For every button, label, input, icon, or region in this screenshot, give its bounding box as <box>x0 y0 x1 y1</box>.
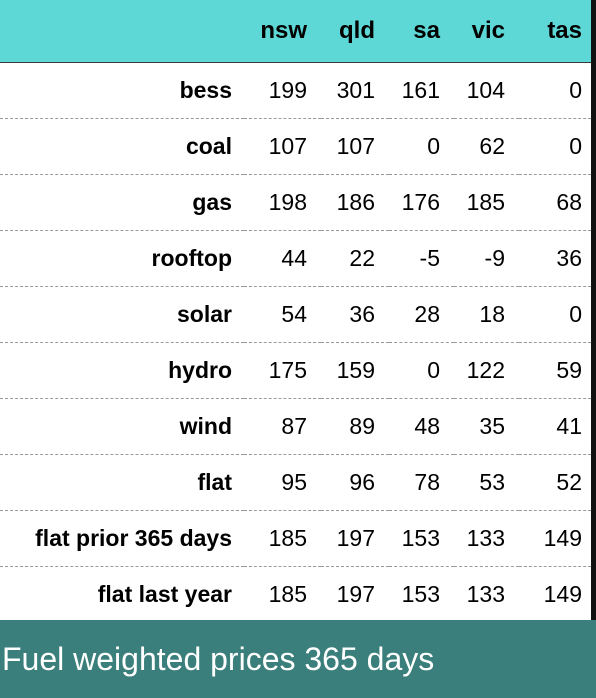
table-cell: 95 <box>244 454 321 511</box>
table-cell: 197 <box>321 510 389 567</box>
table-cell: 44 <box>244 230 321 287</box>
price-table-panel: nsw qld sa vic tas bess 199 301 161 104 … <box>0 0 596 620</box>
table-cell: 149 <box>519 510 596 567</box>
row-label: flat last year <box>97 580 232 607</box>
table-cell: 0 <box>519 118 596 175</box>
table-row: flat prior 365 days 185 197 153 133 149 <box>0 510 596 567</box>
table-row: solar 54 36 28 18 0 <box>0 286 596 343</box>
column-header: nsw <box>244 0 321 62</box>
table-cell: 41 <box>519 398 596 455</box>
column-header: sa <box>389 0 454 62</box>
table-cell: 28 <box>389 286 454 343</box>
table-cell: 197 <box>336 580 375 607</box>
table-cell: 68 <box>519 174 596 231</box>
table-row: hydro 175 159 0 122 59 <box>0 342 596 399</box>
table-cell: 176 <box>389 174 454 231</box>
table-cell: -5 <box>389 230 454 287</box>
table-cell: 87 <box>244 398 321 455</box>
table-cell: -9 <box>454 230 519 287</box>
caption-title: Fuel weighted prices 365 days <box>2 640 435 677</box>
table-cell: 36 <box>519 230 596 287</box>
table-cell: 0 <box>389 118 454 175</box>
table-cell: 59 <box>519 342 596 399</box>
table-cell: 104 <box>454 61 519 119</box>
row-label: coal <box>0 118 244 175</box>
row-label: flat <box>0 454 244 511</box>
caption-bar: Fuel weighted prices 365 days <box>0 620 596 698</box>
fuel-price-table: nsw qld sa vic tas bess 199 301 161 104 … <box>0 0 596 622</box>
table-cell: 153 <box>389 510 454 567</box>
row-label: rooftop <box>0 230 244 287</box>
table-cell: 107 <box>321 118 389 175</box>
table-cell: 301 <box>321 61 389 119</box>
table-cell: 36 <box>321 286 389 343</box>
table-row: coal 107 107 0 62 0 <box>0 118 596 175</box>
table-cell: 122 <box>454 342 519 399</box>
window-edge <box>591 0 596 620</box>
table-cell: 35 <box>454 398 519 455</box>
table-cell: 18 <box>454 286 519 343</box>
table-row: gas 198 186 176 185 68 <box>0 174 596 231</box>
table-cell: 149 <box>543 580 582 607</box>
table-cell: 96 <box>321 454 389 511</box>
table-cell: 198 <box>244 174 321 231</box>
table-cell: 22 <box>321 230 389 287</box>
table-row: bess 199 301 161 104 0 <box>0 61 596 119</box>
table-cell: 161 <box>389 61 454 119</box>
table-cell: 62 <box>454 118 519 175</box>
table-cell: 52 <box>519 454 596 511</box>
column-header: tas <box>519 0 596 62</box>
table-cell: 186 <box>321 174 389 231</box>
table-cell: 0 <box>519 61 596 119</box>
table-cell: 0 <box>389 342 454 399</box>
table-cell: 133 <box>454 510 519 567</box>
row-label: flat prior 365 days <box>0 510 244 567</box>
table-row: rooftop 44 22 -5 -9 36 <box>0 230 596 287</box>
row-label: hydro <box>0 342 244 399</box>
row-label: wind <box>0 398 244 455</box>
table-cell: 133 <box>466 580 505 607</box>
table-cell: 175 <box>244 342 321 399</box>
row-label: gas <box>0 174 244 231</box>
table-header-row: nsw qld sa vic tas <box>0 0 596 62</box>
table-row: flat 95 96 78 53 52 <box>0 454 596 511</box>
table-body: bess 199 301 161 104 0 coal 107 107 0 62… <box>0 61 596 622</box>
table-cell: 153 <box>401 580 440 607</box>
column-header: vic <box>454 0 519 62</box>
table-cell: 199 <box>244 61 321 119</box>
table-cell: 159 <box>321 342 389 399</box>
table-cell: 48 <box>389 398 454 455</box>
table-cell: 185 <box>244 510 321 567</box>
table-cell: 89 <box>321 398 389 455</box>
table-cell: 107 <box>244 118 321 175</box>
row-label: bess <box>0 61 244 119</box>
table-row: flat last year 185 197 153 133 149 <box>0 566 596 622</box>
table-cell: 53 <box>454 454 519 511</box>
header-row-label <box>0 0 244 62</box>
table-cell: 54 <box>244 286 321 343</box>
table-cell: 185 <box>454 174 519 231</box>
table-row: wind 87 89 48 35 41 <box>0 398 596 455</box>
table-cell: 78 <box>389 454 454 511</box>
table-cell: 185 <box>268 580 307 607</box>
column-header: qld <box>321 0 389 62</box>
table-cell: 0 <box>519 286 596 343</box>
row-label: solar <box>0 286 244 343</box>
